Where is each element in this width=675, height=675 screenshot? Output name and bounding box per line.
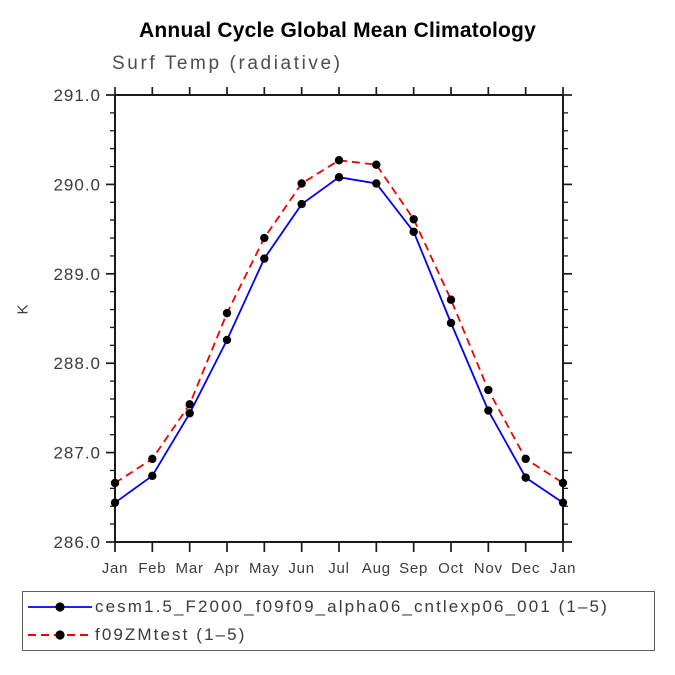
chart-title: Annual Cycle Global Mean Climatology <box>139 19 536 42</box>
x-tick-label: Aug <box>362 560 391 577</box>
data-point-marker <box>110 498 120 507</box>
series-line-1 <box>114 159 564 484</box>
data-point-marker <box>558 478 568 488</box>
y-tick-label: 286.0 <box>53 533 101 552</box>
data-point-marker <box>148 454 157 464</box>
data-point-marker <box>558 498 568 507</box>
legend-line-dashed-icon <box>28 630 92 640</box>
series-line-0 <box>114 176 564 504</box>
data-point-marker <box>185 409 194 418</box>
data-point-marker <box>521 454 530 464</box>
data-point-marker <box>297 179 306 188</box>
plot-frame <box>114 94 564 543</box>
x-tick-label: Oct <box>438 560 464 577</box>
legend-label: cesm1.5_F2000_f09f09_alpha06_cntlexp06_0… <box>95 597 609 616</box>
legend: cesm1.5_F2000_f09f09_alpha06_cntlexp06_0… <box>22 591 655 651</box>
x-tick-label: Apr <box>214 560 240 577</box>
data-point-marker <box>409 227 418 236</box>
data-point-marker <box>372 179 381 188</box>
x-tick-label: Jan <box>550 560 577 577</box>
data-point-marker <box>260 233 269 243</box>
x-tick-label: May <box>249 560 280 577</box>
data-point-marker <box>334 156 344 165</box>
data-point-marker <box>185 400 194 409</box>
data-point-marker <box>446 318 456 328</box>
data-point-marker <box>372 160 381 169</box>
y-tick-label: 290.0 <box>53 175 101 194</box>
data-point-marker <box>148 471 157 481</box>
data-point-marker <box>222 308 232 318</box>
y-tick-label: 289.0 <box>53 265 101 284</box>
legend-item: cesm1.5_F2000_f09f09_alpha06_cntlexp06_0… <box>27 594 654 620</box>
legend-item: f09ZMtest (1–5) <box>27 622 654 648</box>
y-tick-label: 288.0 <box>53 354 101 373</box>
data-point-marker <box>110 478 120 488</box>
x-tick-label: Nov <box>474 560 503 577</box>
data-point-marker <box>484 406 493 415</box>
legend-label: f09ZMtest (1–5) <box>95 625 247 644</box>
plot-area: 286.0 287.0 288.0 289.0 290.0 291.0 Jan Feb Mar A… <box>53 86 577 577</box>
x-tick-label: Jun <box>288 560 315 577</box>
legend-line-solid-icon <box>28 602 92 612</box>
data-point-marker <box>260 254 269 263</box>
data-point-marker <box>521 473 530 482</box>
x-tick-label: Jul <box>328 560 350 577</box>
y-tick-label: 287.0 <box>53 444 101 463</box>
x-tick-label: Mar <box>176 560 204 577</box>
chart-subtitle: Surf Temp (radiative) <box>112 53 343 74</box>
x-tick-label: Jan <box>102 560 129 577</box>
x-tick-label: Feb <box>138 560 166 577</box>
y-tick-label: 291.0 <box>53 86 101 105</box>
x-tick-label: Sep <box>399 560 428 577</box>
data-point-marker <box>409 215 418 224</box>
data-point-marker <box>297 199 306 209</box>
x-tick-label: Dec <box>511 560 540 577</box>
data-point-marker <box>222 335 232 345</box>
data-point-marker <box>334 173 344 182</box>
data-point-marker <box>446 295 456 304</box>
data-point-marker <box>484 385 493 395</box>
